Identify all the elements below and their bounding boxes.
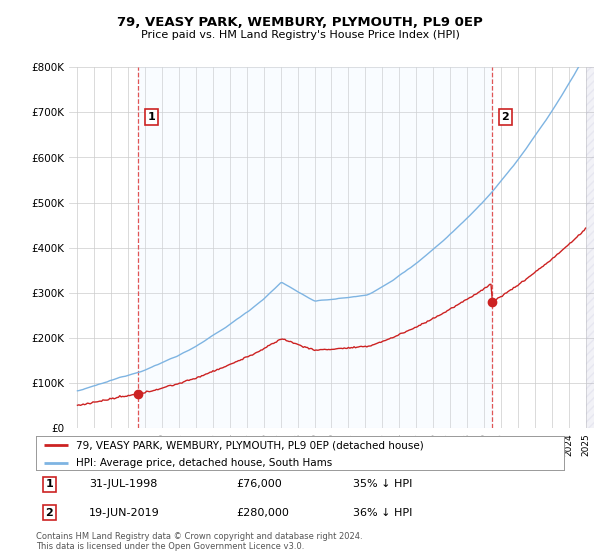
Text: Price paid vs. HM Land Registry's House Price Index (HPI): Price paid vs. HM Land Registry's House … [140,30,460,40]
Text: HPI: Average price, detached house, South Hams: HPI: Average price, detached house, Sout… [76,458,332,468]
Text: 2: 2 [502,112,509,122]
Text: 79, VEASY PARK, WEMBURY, PLYMOUTH, PL9 0EP: 79, VEASY PARK, WEMBURY, PLYMOUTH, PL9 0… [117,16,483,29]
Text: 2: 2 [46,507,53,517]
Text: 79, VEASY PARK, WEMBURY, PLYMOUTH, PL9 0EP (detached house): 79, VEASY PARK, WEMBURY, PLYMOUTH, PL9 0… [76,440,424,450]
Text: Contains HM Land Registry data © Crown copyright and database right 2024.
This d: Contains HM Land Registry data © Crown c… [36,532,362,552]
Text: £280,000: £280,000 [236,507,290,517]
Text: 36% ↓ HPI: 36% ↓ HPI [353,507,412,517]
Text: £76,000: £76,000 [236,479,283,489]
Text: 35% ↓ HPI: 35% ↓ HPI [353,479,412,489]
Text: 1: 1 [46,479,53,489]
Bar [138,67,492,428]
Text: 1: 1 [148,112,155,122]
Text: 19-JUN-2019: 19-JUN-2019 [89,507,160,517]
Text: 31-JUL-1998: 31-JUL-1998 [89,479,157,489]
Bar [586,67,600,428]
